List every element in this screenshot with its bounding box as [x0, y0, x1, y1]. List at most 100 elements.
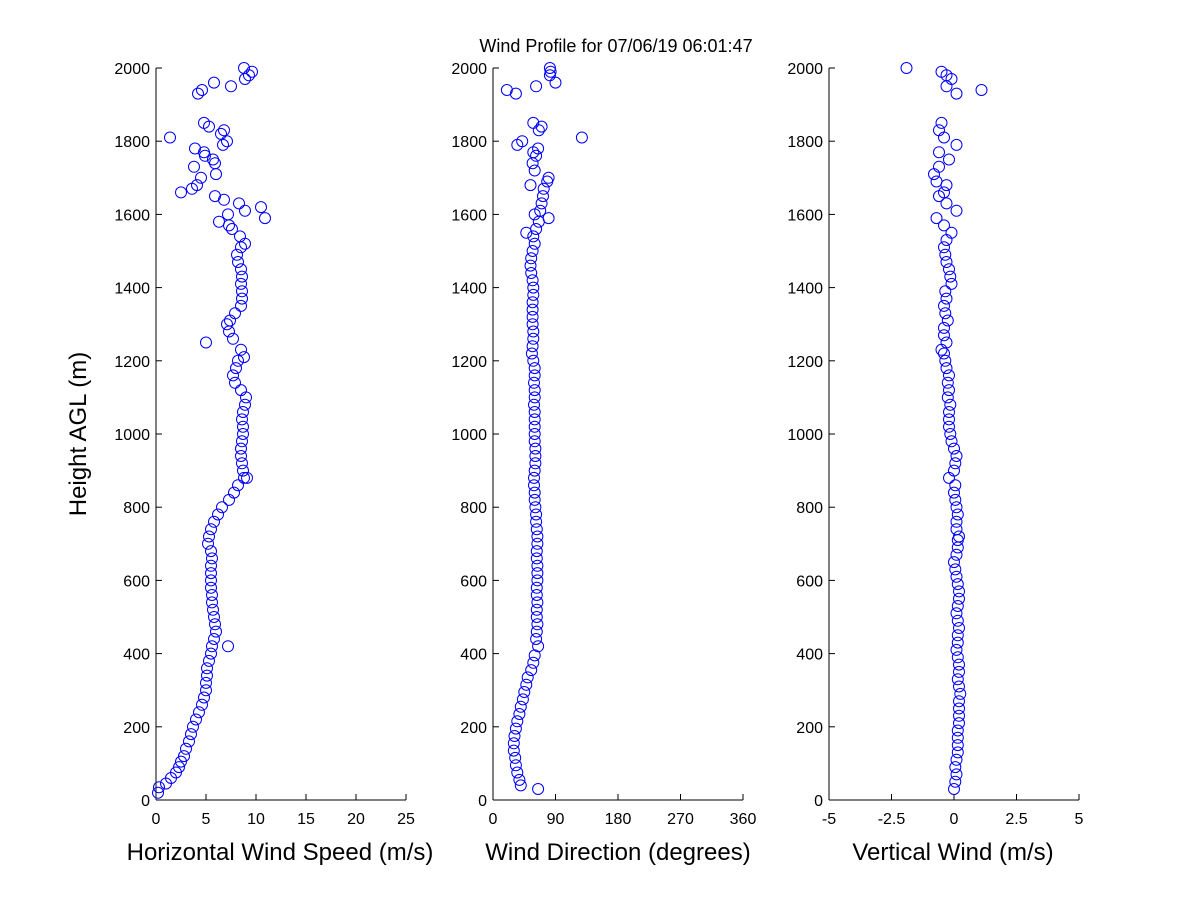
data-point [205, 574, 217, 587]
data-point [235, 450, 247, 462]
panel-vertical-wind: 0 200 400 600 800 1000 1200 1400 1600 1800 2000 -5 -… [787, 61, 1083, 866]
data-point [949, 457, 962, 470]
data-point [200, 336, 212, 349]
x-axis-title-vertical-wind: Vertical Wind (m/s) [852, 839, 1053, 866]
data-point [208, 611, 220, 623]
data-point [528, 649, 541, 662]
data-point [530, 515, 543, 528]
data-point [153, 781, 165, 794]
data-point [259, 212, 271, 225]
data-point [236, 413, 248, 426]
data-point [208, 633, 220, 645]
data-point [202, 537, 214, 550]
data-point [223, 493, 235, 506]
data-point [192, 87, 204, 100]
y-tick-label: 1200 [114, 354, 150, 371]
data-point [930, 175, 943, 188]
data-point [542, 212, 555, 225]
data-point [531, 574, 544, 587]
data-point [950, 768, 963, 781]
data-point [527, 146, 540, 159]
data-point [527, 656, 540, 669]
data-point [928, 168, 940, 181]
x-tick-label: 25 [397, 811, 415, 828]
data-point [229, 307, 241, 320]
y-axis-title-height: Height AGL (m) [65, 352, 92, 517]
data-point [188, 160, 200, 173]
data-point [953, 585, 965, 598]
data-point [525, 252, 538, 265]
data-point [201, 662, 213, 675]
data-point [530, 508, 543, 521]
data-point [951, 600, 964, 612]
data-point [532, 783, 545, 795]
data-point [526, 245, 539, 257]
data-point [944, 270, 957, 283]
data-point [951, 673, 964, 686]
data-point [940, 256, 953, 268]
data-point [178, 750, 190, 763]
data-point [528, 362, 541, 375]
data-point [222, 208, 234, 221]
data-point [530, 589, 543, 601]
data-point [237, 420, 249, 433]
data-point [951, 614, 964, 627]
data-point [216, 501, 228, 514]
data-point [528, 164, 541, 177]
data-point [531, 530, 544, 543]
data-point [948, 486, 960, 499]
data-point [196, 698, 208, 711]
y-tick-label: 1000 [114, 427, 150, 444]
x-tick-label: -5 [822, 811, 836, 828]
data-point [941, 391, 954, 404]
x-tick-label: 10 [247, 811, 265, 828]
x-tick-label: 360 [730, 811, 757, 828]
data-point [235, 263, 247, 276]
data-point [953, 665, 965, 678]
data-point [237, 464, 249, 477]
data-point [527, 354, 540, 367]
y-tick-label: 800 [460, 500, 487, 517]
data-point [537, 190, 549, 203]
data-point [236, 270, 248, 283]
data-point [528, 464, 541, 477]
data-point [238, 351, 250, 364]
data-point [939, 285, 952, 298]
data-point [526, 296, 539, 309]
data-point [526, 310, 539, 323]
data-point [543, 69, 556, 82]
data-point [210, 168, 222, 181]
data-point [235, 384, 247, 397]
data-point [537, 182, 550, 195]
x-tick-label: 90 [547, 811, 565, 828]
data-point [945, 435, 958, 448]
x-tick-label: 0 [489, 811, 498, 828]
data-point [200, 676, 212, 689]
data-point [187, 720, 199, 733]
y-tick-label: 0 [478, 793, 487, 810]
data-point [943, 369, 955, 382]
data-point [221, 318, 233, 331]
y-tick-label: 1200 [451, 354, 487, 371]
data-point [190, 713, 202, 726]
data-point [511, 715, 524, 728]
data-point [938, 329, 950, 342]
panel-wind-direction: 0 200 400 600 800 1000 1200 1400 1600 1800 2000 0 90… [451, 61, 756, 866]
data-point [528, 420, 541, 433]
y-tick-label: 0 [814, 793, 823, 810]
x-tick-label: 2.5 [1005, 811, 1027, 828]
data-point [518, 686, 531, 698]
data-point [528, 391, 541, 404]
y-tick-label: 600 [123, 573, 150, 590]
data-point [949, 563, 962, 576]
data-point [241, 471, 253, 484]
data-point [943, 263, 955, 276]
data-point [529, 442, 542, 455]
data-point [507, 737, 520, 750]
data-point [235, 277, 247, 290]
data-point [531, 596, 544, 609]
data-point [535, 120, 548, 133]
data-point [543, 62, 556, 74]
y-tick-label: 800 [123, 500, 150, 517]
data-point [206, 589, 218, 601]
